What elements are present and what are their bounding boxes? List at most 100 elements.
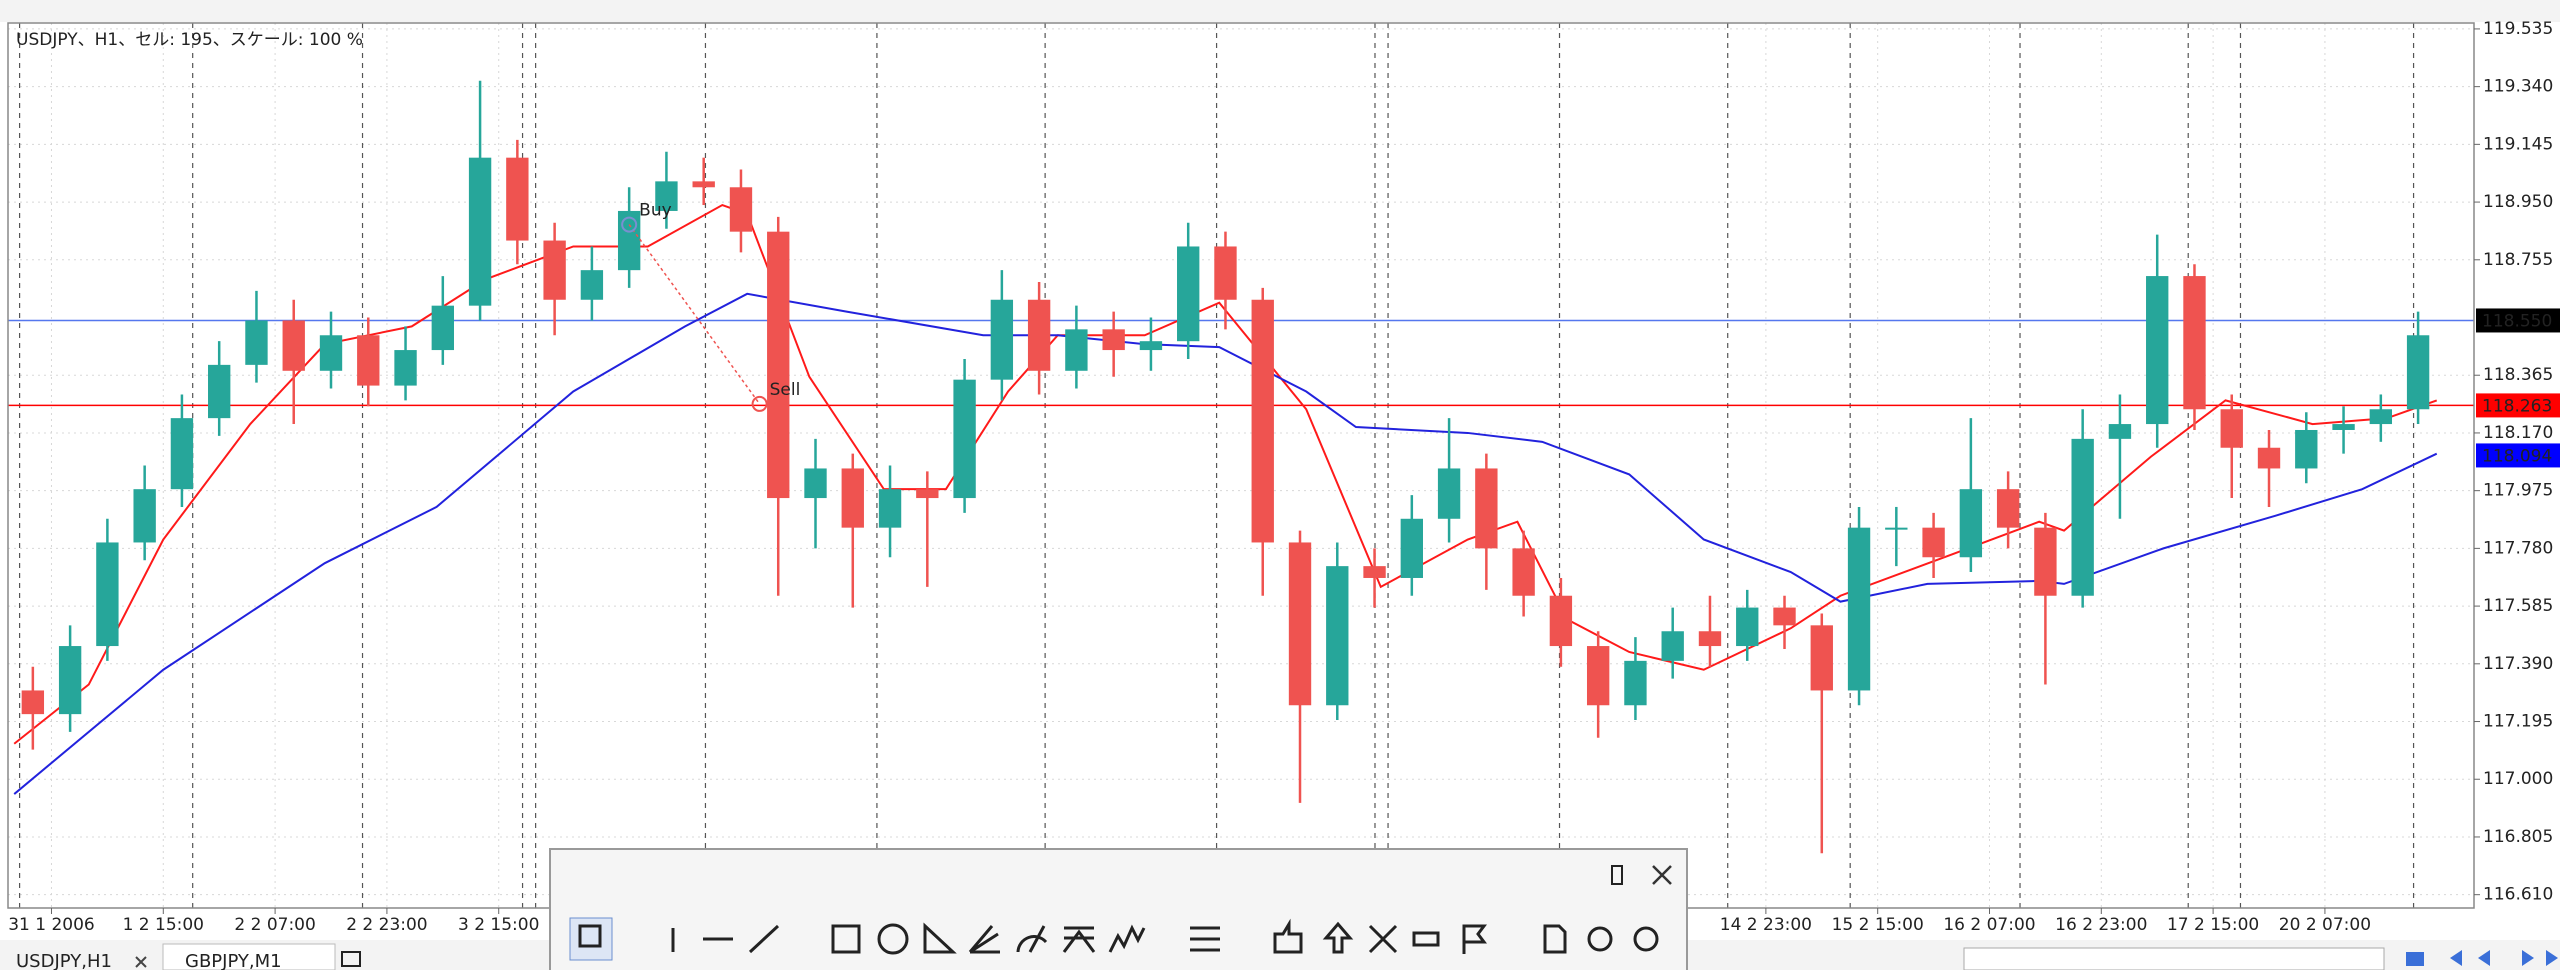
toolbar-panel — [549, 848, 1688, 970]
tool-icon[interactable] — [1412, 931, 1440, 947]
candle-body — [394, 350, 417, 386]
x-tick-label: 16 2 23:00 — [2055, 915, 2147, 935]
candle-body — [953, 379, 976, 499]
y-tick-label: 116.805 — [2483, 827, 2553, 847]
candle-body — [2220, 409, 2243, 448]
candle-body — [1027, 299, 1051, 371]
price-label-box — [2476, 393, 2560, 418]
candle-body — [1065, 329, 1088, 371]
tab-label[interactable]: USDJPY,H1 — [16, 951, 112, 970]
candle-body — [1586, 646, 1610, 706]
candle-body — [1661, 631, 1684, 661]
tab-label[interactable]: GBPJPY,M1 — [185, 951, 282, 970]
x-tick-label: 2 2 07:00 — [234, 915, 315, 935]
price-label-box — [2476, 308, 2560, 333]
top-toolbar — [0, 0, 2560, 22]
scroll-buttons[interactable] — [2450, 950, 2558, 966]
x-tick-label: 17 2 15:00 — [2167, 915, 2259, 935]
candle-body — [319, 335, 343, 371]
tool-icon[interactable] — [877, 923, 909, 955]
candle-body — [1139, 341, 1163, 351]
tool-icon[interactable] — [1368, 924, 1398, 954]
drawing-toolbar — [549, 848, 1688, 970]
trade-label: Buy — [639, 201, 672, 221]
price-label: 118.263 — [2482, 396, 2552, 416]
tool-icon[interactable] — [578, 924, 602, 948]
candle-body — [543, 240, 566, 300]
tool-icon[interactable] — [1273, 918, 1303, 954]
trade-marker — [751, 395, 768, 412]
tool-icon[interactable] — [1062, 926, 1096, 953]
candle-body — [133, 489, 156, 543]
candle-body — [1736, 607, 1759, 647]
tool-icon[interactable] — [923, 922, 957, 954]
candle-body — [1810, 625, 1833, 691]
tool-icon[interactable] — [1322, 921, 1354, 954]
new-tab-icon[interactable] — [341, 951, 361, 967]
tool-button[interactable] — [569, 917, 613, 961]
tab-close[interactable] — [135, 956, 147, 968]
candle-body — [282, 320, 305, 371]
candle-body — [1698, 631, 1722, 647]
candle-body — [2369, 409, 2393, 425]
candle-body — [208, 364, 231, 419]
tool-icon[interactable] — [1016, 925, 1048, 953]
candle-body — [1288, 542, 1312, 706]
candle-body — [580, 270, 604, 300]
candle-body — [506, 157, 529, 241]
candle-body — [916, 489, 939, 499]
candle-body — [357, 335, 380, 386]
candle-body — [1885, 527, 1908, 530]
candle-body — [1214, 246, 1237, 300]
candle-body — [2295, 429, 2318, 469]
candle-body — [2034, 527, 2057, 596]
x-tick-label: 16 2 07:00 — [1943, 915, 2035, 935]
tool-icon[interactable] — [831, 924, 861, 954]
candle-body — [1959, 489, 1983, 558]
tool-icon[interactable] — [1190, 926, 1220, 952]
candle-body — [2406, 335, 2430, 410]
tool-icon[interactable] — [1543, 924, 1567, 954]
tool-icon[interactable] — [1108, 924, 1146, 953]
tool-icon[interactable] — [968, 925, 1000, 954]
y-tick-label: 117.975 — [2483, 481, 2553, 501]
candle-body — [617, 210, 641, 271]
pin-button[interactable] — [1611, 865, 1623, 885]
candle-body — [431, 305, 454, 351]
x-tick-label: 3 2 15:00 — [458, 915, 539, 935]
y-tick-label: 117.195 — [2483, 712, 2553, 732]
y-tick-label: 117.000 — [2483, 769, 2553, 789]
candle-body — [729, 187, 753, 232]
price-label-box — [2476, 443, 2560, 468]
icon[interactable] — [2406, 952, 2424, 966]
tool-icon[interactable] — [1462, 924, 1487, 954]
y-tick-label: 117.780 — [2483, 538, 2553, 558]
candle-body — [692, 181, 715, 188]
y-tick-label: 117.390 — [2483, 654, 2553, 674]
y-tick-label: 117.585 — [2483, 596, 2553, 616]
y-tick-label: 118.950 — [2483, 192, 2553, 212]
trade-link — [628, 224, 761, 405]
candle-body — [1400, 518, 1423, 578]
plot: Buy Sell — [8, 23, 2474, 908]
tab[interactable] — [162, 943, 336, 970]
candle-body — [21, 690, 45, 715]
candle-body — [990, 299, 1014, 380]
candle-body — [1847, 527, 1871, 691]
y-tick-label: 116.610 — [2483, 885, 2553, 905]
candle-body — [1177, 246, 1200, 342]
search-box[interactable] — [1963, 947, 2385, 970]
tool-icon[interactable] — [1587, 926, 1613, 952]
chart-info: USDJPY、H1、セル: 195、スケール: 100 % — [16, 30, 363, 50]
y-tick-label: 118.755 — [2483, 250, 2553, 270]
candle-body — [1363, 566, 1386, 578]
tool-icon[interactable] — [748, 924, 780, 954]
candle-body — [2146, 276, 2169, 425]
moving-average — [13, 203, 2438, 745]
price-label: 118.550 — [2482, 311, 2552, 331]
close-button[interactable] — [1652, 865, 1672, 885]
tool-icon[interactable] — [1633, 926, 1659, 952]
candle-body — [1922, 527, 1945, 558]
